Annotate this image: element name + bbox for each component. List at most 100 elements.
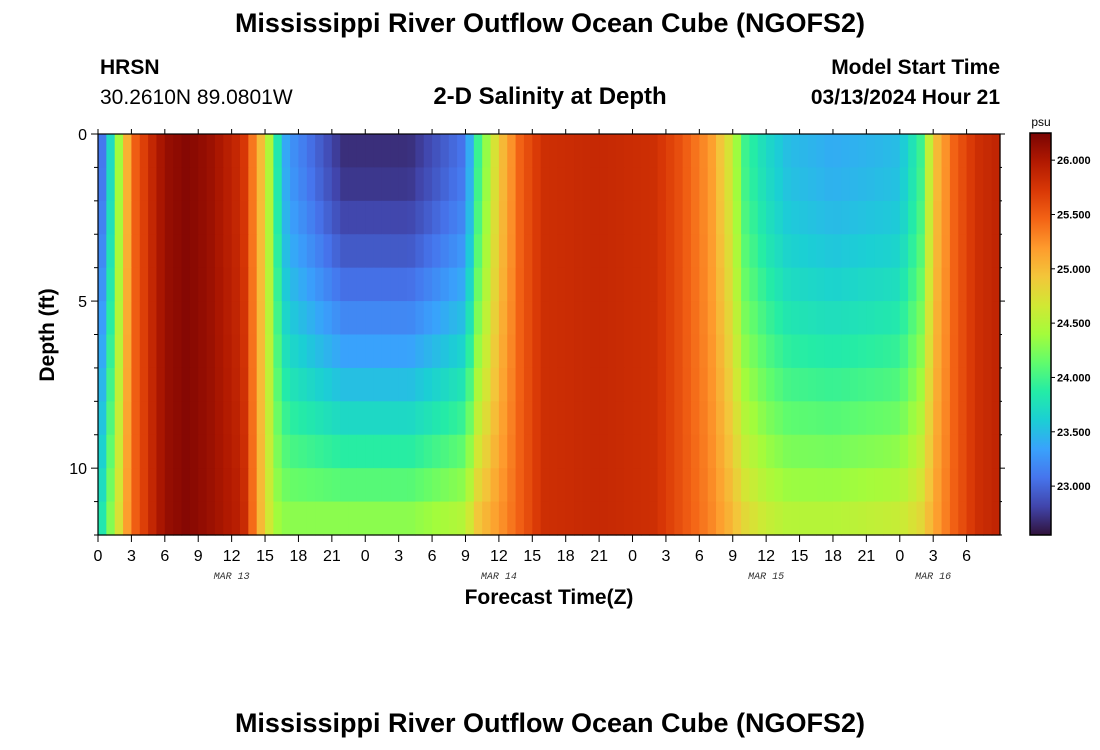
heatmap-cell [607, 468, 617, 503]
heatmap-cell [156, 301, 166, 336]
heatmap-cell [148, 401, 158, 436]
heatmap-cell [381, 267, 391, 302]
heatmap-cell [281, 401, 291, 436]
heatmap-cell [624, 134, 634, 169]
heatmap-cell [290, 434, 300, 469]
heatmap-cell [841, 401, 851, 436]
heatmap-cell [214, 301, 224, 336]
heatmap-cell [699, 401, 709, 436]
heatmap-cell [841, 468, 851, 503]
heatmap-cell [665, 468, 675, 503]
heatmap-cell [440, 401, 450, 436]
heatmap-cell [273, 167, 283, 202]
heatmap-cell [231, 468, 241, 503]
station-name: HRSN [100, 56, 160, 79]
heatmap-cell [749, 301, 759, 336]
heatmap-cell [891, 501, 901, 536]
x-date-label: MAR 14 [481, 572, 517, 583]
heatmap-cell [816, 301, 826, 336]
heatmap-cell [624, 501, 634, 536]
heatmap-cell [724, 468, 734, 503]
heatmap-cell [615, 501, 625, 536]
heatmap-cell [866, 468, 876, 503]
heatmap-cell [231, 334, 241, 369]
heatmap-cell [323, 301, 333, 336]
heatmap-cell [398, 367, 408, 402]
heatmap-cell [440, 434, 450, 469]
heatmap-cell [649, 401, 659, 436]
heatmap-cell [306, 367, 316, 402]
heatmap-cell [106, 167, 116, 202]
heatmap-cell [924, 501, 934, 536]
heatmap-cell [440, 367, 450, 402]
heatmap-cell [816, 267, 826, 302]
heatmap-cell [749, 167, 759, 202]
heatmap-cell [198, 367, 208, 402]
heatmap-cell [682, 167, 692, 202]
heatmap-cell [832, 501, 842, 536]
heatmap-cell [707, 267, 717, 302]
heatmap-cell [599, 468, 609, 503]
heatmap-cell [164, 434, 174, 469]
heatmap-cell [532, 401, 542, 436]
heatmap-cell [941, 334, 951, 369]
heatmap-cell [98, 267, 107, 302]
heatmap-cell [156, 167, 166, 202]
heatmap-cell [373, 367, 383, 402]
heatmap-cell [649, 267, 659, 302]
heatmap-cell [766, 334, 776, 369]
heatmap-cell [298, 134, 308, 169]
heatmap-cell [883, 167, 893, 202]
heatmap-cell [523, 334, 533, 369]
heatmap-cell [273, 200, 283, 235]
heatmap-cell [114, 301, 124, 336]
heatmap-cell [590, 134, 600, 169]
heatmap-cell [933, 401, 943, 436]
heatmap-cell [482, 401, 492, 436]
heatmap-cell [415, 134, 425, 169]
heatmap-cell [916, 134, 926, 169]
heatmap-cell [941, 167, 951, 202]
heatmap-cell [365, 134, 375, 169]
heatmap-cell [941, 267, 951, 302]
x-tick-label: 18 [557, 548, 575, 565]
heatmap-cell [682, 301, 692, 336]
heatmap-cell [690, 367, 700, 402]
heatmap-cell [365, 501, 375, 536]
heatmap-cell [724, 401, 734, 436]
x-tick-label: 18 [824, 548, 842, 565]
heatmap-cell [757, 267, 767, 302]
heatmap-cell [841, 434, 851, 469]
heatmap-cell [640, 267, 650, 302]
heatmap-cell [98, 234, 107, 269]
heatmap-cell [223, 367, 233, 402]
heatmap-cell [273, 367, 283, 402]
heatmap-cell [707, 200, 717, 235]
heatmap-cell [749, 234, 759, 269]
heatmap-cell [407, 401, 416, 436]
heatmap-cell [139, 234, 149, 269]
heatmap-cell [883, 267, 893, 302]
heatmap-cell [515, 167, 525, 202]
heatmap-cell [273, 301, 283, 336]
heatmap-cell [189, 167, 199, 202]
heatmap-cell [991, 334, 1001, 369]
heatmap-cell [507, 334, 517, 369]
heatmap-cell [290, 501, 300, 536]
heatmap-cell [173, 501, 183, 536]
heatmap-cell [448, 267, 458, 302]
heatmap-cell [340, 401, 350, 436]
heatmap-cell [632, 167, 642, 202]
heatmap-cell [824, 200, 834, 235]
heatmap-cell [465, 134, 475, 169]
heatmap-cell [607, 267, 617, 302]
heatmap-cell [290, 301, 300, 336]
heatmap-cell [958, 167, 968, 202]
heatmap-cell [239, 367, 249, 402]
heatmap-cell [265, 234, 274, 269]
heatmap-cell [298, 234, 308, 269]
heatmap-cell [123, 134, 133, 169]
heatmap-cell [106, 301, 116, 336]
heatmap-cell [832, 468, 842, 503]
heatmap-cell [532, 468, 542, 503]
